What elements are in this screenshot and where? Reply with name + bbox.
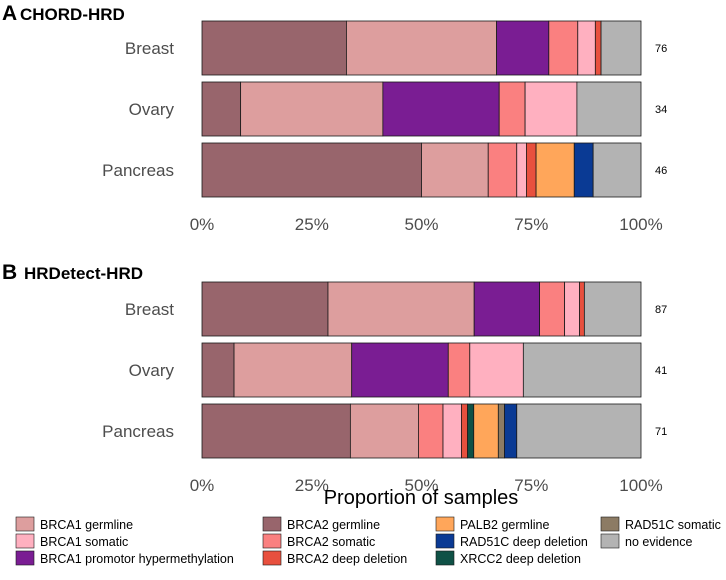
- x-tick-label: 50%: [404, 476, 438, 495]
- legend-label-brca2_del: BRCA2 deep deletion: [287, 552, 407, 566]
- bar-segment-brca1_germ: [349, 403, 419, 459]
- bar-segment-brca1_som: [516, 142, 527, 198]
- sample-count-label: 34: [655, 104, 667, 116]
- panel-b-title: HRDetect-HRD: [24, 264, 143, 283]
- bar-segment-none: [576, 81, 642, 137]
- bar-segment-palb2_germ: [535, 142, 575, 198]
- legend-swatch-none: [600, 533, 620, 549]
- legend-swatch-brca1_som: [15, 533, 35, 549]
- x-tick-label: 100%: [619, 476, 662, 495]
- legend-swatch-brca1_germ: [15, 516, 35, 532]
- x-tick-label: 25%: [295, 476, 329, 495]
- bar-segment-rad51c_del: [573, 142, 594, 198]
- legend-label-brca2_som: BRCA2 somatic: [287, 535, 375, 549]
- legend-swatch-brca2_germ: [262, 516, 282, 532]
- bar-segment-brca2_som: [418, 403, 444, 459]
- legend-swatch-xrcc2_del: [435, 550, 455, 566]
- legend: BRCA1 germline BRCA1 somatic BRCA1 promoto…: [15, 516, 721, 566]
- legend-label-brca1_som: BRCA1 somatic: [40, 535, 128, 549]
- bar-segment-none: [600, 20, 642, 76]
- bar-segment-brca2_som: [548, 20, 579, 76]
- bar-segment-palb2_germ: [473, 403, 499, 459]
- bar-segment-brca1_som: [442, 403, 462, 459]
- legend-swatch-rad51c_del: [435, 533, 455, 549]
- bar-segment-brca2_germ: [201, 142, 422, 198]
- x-tick-label: 50%: [404, 215, 438, 234]
- legend-swatch-brca2_del: [262, 550, 282, 566]
- bar-segment-brca2_som: [539, 281, 566, 337]
- bar-segment-brca2_som: [447, 342, 471, 398]
- panel-b-plot: Breast 87 Ovary 41 Pancreas 71 0% 25% 50% 75% 100%: [102, 281, 667, 495]
- legend-label-palb2_germ: PALB2 germline: [460, 518, 549, 532]
- legend-swatch-brca2_som: [262, 533, 282, 549]
- category-label: Ovary: [129, 361, 175, 380]
- x-tick-label: 75%: [514, 476, 548, 495]
- bar-segment-brca2_del: [594, 20, 602, 76]
- bar-segment-brca2_germ: [201, 20, 347, 76]
- legend-label-brca2_germ: BRCA2 germline: [287, 518, 380, 532]
- bar-segment-brca1_som: [469, 342, 524, 398]
- panel-a-letter: A: [2, 2, 17, 25]
- panel-a-plot: Breast 76 Ovary 34 Pancreas 46 0% 25% 50% 75% 100%: [102, 20, 667, 234]
- panel-a-title: CHORD-HRD: [20, 5, 125, 24]
- bar-segment-brca2_som: [487, 142, 518, 198]
- x-tick-label: 75%: [514, 215, 548, 234]
- legend-label-none: no evidence: [625, 535, 692, 549]
- bar-segment-brca1_meth: [496, 20, 550, 76]
- legend-swatch-palb2_germ: [435, 516, 455, 532]
- category-label: Ovary: [129, 100, 175, 119]
- legend-swatch-brca1_meth: [15, 550, 35, 566]
- bar-segment-brca1_meth: [473, 281, 540, 337]
- bar-segment-brca1_som: [524, 81, 578, 137]
- x-tick-label: 25%: [295, 215, 329, 234]
- bar-segment-brca1_germ: [346, 20, 497, 76]
- category-label: Pancreas: [102, 422, 174, 441]
- bar-segment-brca1_meth: [351, 342, 449, 398]
- bar-segment-brca2_germ: [201, 81, 242, 137]
- bar-segment-brca2_del: [579, 281, 585, 337]
- sample-count-label: 41: [655, 365, 667, 377]
- bar-segment-brca1_germ: [327, 281, 475, 337]
- bar-segment-brca2_germ: [201, 403, 351, 459]
- legend-swatch-rad51c_som: [600, 516, 620, 532]
- legend-label-xrcc2_del: XRCC2 deep deletion: [460, 552, 581, 566]
- bar-segment-brca2_del: [526, 142, 537, 198]
- sample-count-label: 87: [655, 304, 667, 316]
- bar-segment-rad51c_som: [497, 403, 505, 459]
- bar-segment-none: [516, 403, 642, 459]
- sample-count-label: 76: [655, 43, 667, 55]
- sample-count-label: 71: [655, 426, 667, 438]
- bar-segment-xrcc2_del: [467, 403, 475, 459]
- legend-label-brca1_germ: BRCA1 germline: [40, 518, 133, 532]
- bar-segment-brca2_del: [461, 403, 469, 459]
- bar-segment-brca1_som: [564, 281, 580, 337]
- bar-segment-none: [592, 142, 642, 198]
- bar-segment-rad51c_del: [504, 403, 518, 459]
- bar-segment-brca1_germ: [240, 81, 384, 137]
- bar-segment-brca1_germ: [421, 142, 489, 198]
- category-label: Pancreas: [102, 161, 174, 180]
- x-tick-label: 0%: [190, 476, 215, 495]
- category-label: Breast: [125, 300, 174, 319]
- bar-segment-brca2_germ: [201, 281, 329, 337]
- bar-segment-brca1_som: [577, 20, 596, 76]
- bar-segment-brca2_germ: [201, 342, 235, 398]
- category-label: Breast: [125, 39, 174, 58]
- legend-label-rad51c_del: RAD51C deep deletion: [460, 535, 588, 549]
- bar-segment-none: [583, 281, 642, 337]
- bar-segment-brca1_meth: [382, 81, 500, 137]
- x-tick-label: 0%: [190, 215, 215, 234]
- x-tick-label: 100%: [619, 215, 662, 234]
- bar-segment-brca2_som: [498, 81, 526, 137]
- sample-count-label: 46: [655, 165, 667, 177]
- panel-b-letter: B: [2, 261, 17, 284]
- legend-label-rad51c_som: RAD51C somatic: [625, 518, 721, 532]
- bar-segment-brca1_germ: [233, 342, 353, 398]
- bar-segment-none: [522, 342, 642, 398]
- legend-label-brca1_meth: BRCA1 promotor hypermethylation: [40, 552, 234, 566]
- x-axis-title: Proportion of samples: [324, 487, 519, 509]
